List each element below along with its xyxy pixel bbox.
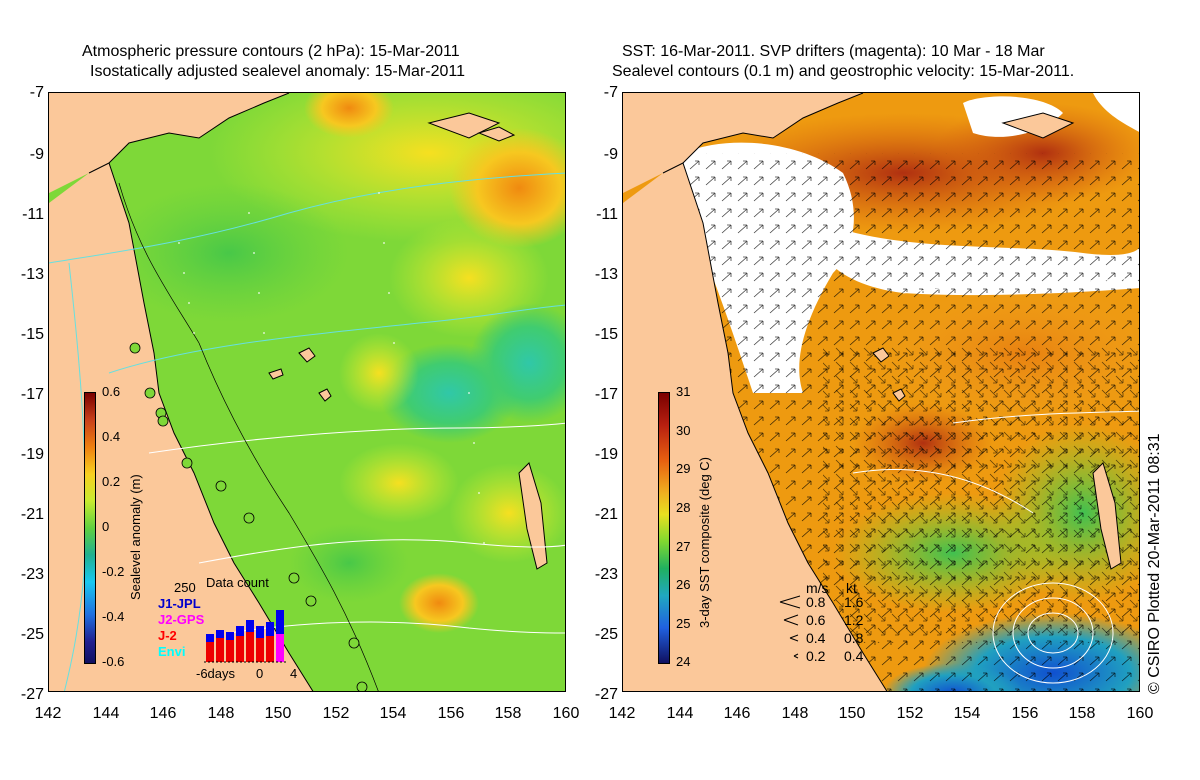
data-count-histogram xyxy=(204,610,288,663)
lon-left-1: 144 xyxy=(92,705,120,722)
sealevel-tick-4: -0.2 xyxy=(102,564,125,579)
lon-right-6: 154 xyxy=(953,705,981,722)
sst-tick-31: 31 xyxy=(676,384,691,399)
lon-left-8: 158 xyxy=(494,705,522,722)
csiro-credit: © CSIRO Plotted 20-Mar-2011 08:31 xyxy=(1146,433,1163,694)
histogram-axis-zero: 0 xyxy=(256,666,264,681)
sealevel-tick-5: -0.4 xyxy=(102,609,125,624)
sst-tick-28: 28 xyxy=(676,500,691,515)
velocity-row-2-kt: 0.8 xyxy=(844,630,864,646)
left-title-line2: Isostatically adjusted sealevel anomaly:… xyxy=(90,63,466,80)
lon-left-7: 156 xyxy=(437,705,465,722)
lon-right-7: 156 xyxy=(1011,705,1039,722)
sst-colorbar xyxy=(658,392,670,664)
lat-left-9: -25 xyxy=(20,626,44,643)
lon-left-9: 160 xyxy=(552,705,580,722)
velocity-row-1-kt: 1.2 xyxy=(844,612,864,628)
velocity-row-3-kt: 0.4 xyxy=(844,648,864,664)
lat-right-1: -9 xyxy=(603,146,618,163)
lon-left-0: 142 xyxy=(34,705,62,722)
lon-right-8: 158 xyxy=(1068,705,1096,722)
right-title-line2: Sealevel contours (0.1 m) and geostrophi… xyxy=(612,63,1075,80)
lat-left-10: -27 xyxy=(20,686,44,703)
sst-tick-30: 30 xyxy=(676,423,691,438)
data-count-max: 250 xyxy=(174,580,196,595)
lon-left-3: 148 xyxy=(207,705,235,722)
lat-left-6: -19 xyxy=(20,446,44,463)
velocity-header-ms: m/s xyxy=(806,580,829,596)
lat-right-0: -7 xyxy=(603,84,618,101)
sealevel-tick-1: 0.4 xyxy=(102,429,121,444)
lon-right-5: 152 xyxy=(896,705,924,722)
lat-right-4: -15 xyxy=(594,326,618,343)
velocity-header-kt: kt xyxy=(846,580,857,596)
sealevel-anomaly-map xyxy=(48,92,566,692)
lon-right-9: 160 xyxy=(1126,705,1154,722)
velocity-row-0-ms: 0.8 xyxy=(806,594,826,610)
lon-left-6: 154 xyxy=(379,705,407,722)
sealevel-colorbar xyxy=(84,392,96,664)
histogram-axis-end: 4 xyxy=(290,666,298,681)
mission-envi: Envi xyxy=(158,644,186,659)
sst-colorbar-title: 3-day SST composite (deg C) xyxy=(697,457,712,628)
sst-tick-29: 29 xyxy=(676,461,691,476)
lon-right-2: 146 xyxy=(723,705,751,722)
sealevel-tick-6: -0.6 xyxy=(102,654,125,669)
lat-left-7: -21 xyxy=(20,506,44,523)
sealevel-tick-0: 0.6 xyxy=(102,384,121,399)
data-count-title: Data count xyxy=(206,575,269,590)
mission-j1-jpl: J1-JPL xyxy=(158,596,201,611)
right-title-line1: SST: 16-Mar-2011. SVP drifters (magenta)… xyxy=(622,43,1045,60)
velocity-row-3-ms: 0.2 xyxy=(806,648,826,664)
mission-j2-gps: J2-GPS xyxy=(158,612,205,627)
histogram-axis-start: -6days xyxy=(196,666,236,681)
velocity-row-0-kt: 1.6 xyxy=(844,594,864,610)
lat-left-1: -9 xyxy=(29,146,44,163)
lon-right-1: 144 xyxy=(666,705,694,722)
lon-right-3: 148 xyxy=(781,705,809,722)
mission-j-2: J-2 xyxy=(158,628,177,643)
lat-left-3: -13 xyxy=(20,266,44,283)
sst-tick-26: 26 xyxy=(676,577,691,592)
sst-map-graphic xyxy=(623,93,1139,691)
left-title-line1: Atmospheric pressure contours (2 hPa): 1… xyxy=(82,43,460,60)
sst-map xyxy=(622,92,1140,692)
velocity-row-1-ms: 0.6 xyxy=(806,612,826,628)
velocity-row-2-ms: 0.4 xyxy=(806,630,826,646)
sealevel-map-graphic xyxy=(49,93,565,691)
lat-right-5: -17 xyxy=(594,386,618,403)
lon-left-5: 152 xyxy=(322,705,350,722)
lat-right-6: -19 xyxy=(594,446,618,463)
lon-right-0: 142 xyxy=(608,705,636,722)
sst-tick-25: 25 xyxy=(676,616,691,631)
lon-right-4: 150 xyxy=(838,705,866,722)
sealevel-colorbar-title: Sealevel anomaly (m) xyxy=(128,474,143,600)
lat-left-4: -15 xyxy=(20,326,44,343)
lat-right-8: -23 xyxy=(594,566,618,583)
velocity-scale-arrows xyxy=(779,595,801,659)
lat-right-9: -25 xyxy=(594,626,618,643)
sealevel-tick-2: 0.2 xyxy=(102,474,121,489)
lat-left-8: -23 xyxy=(20,566,44,583)
lat-right-7: -21 xyxy=(594,506,618,523)
sst-tick-27: 27 xyxy=(676,539,691,554)
lat-left-5: -17 xyxy=(20,386,44,403)
sst-tick-24: 24 xyxy=(676,654,691,669)
lon-left-4: 150 xyxy=(264,705,292,722)
lat-left-0: -7 xyxy=(29,84,44,101)
lat-right-2: -11 xyxy=(596,206,618,223)
lon-left-2: 146 xyxy=(149,705,177,722)
sealevel-tick-3: 0 xyxy=(102,519,110,534)
lat-left-2: -11 xyxy=(22,206,44,223)
lat-right-10: -27 xyxy=(594,686,618,703)
lat-right-3: -13 xyxy=(594,266,618,283)
